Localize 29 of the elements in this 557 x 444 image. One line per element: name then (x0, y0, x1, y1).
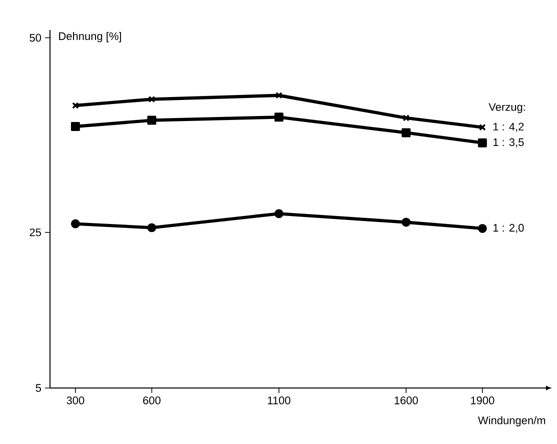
point (478, 224, 487, 233)
y-tick-label: 5 (36, 384, 42, 392)
point (478, 124, 486, 131)
point (274, 209, 284, 218)
legend-title: Verzug: (488, 103, 525, 114)
series-label: 1 : 4,2 (493, 122, 524, 132)
point (402, 128, 411, 138)
point (402, 114, 410, 122)
point (148, 96, 156, 103)
point (70, 122, 80, 131)
point (274, 112, 284, 122)
y-tick-label: 25 (30, 228, 42, 236)
x-tick-label: 1900 (471, 396, 494, 404)
x-tick-label: 600 (143, 396, 160, 404)
point (72, 102, 79, 109)
x-tick-label: 1600 (394, 396, 418, 404)
y-tick-label: 50 (30, 34, 42, 42)
x-tick-label: 300 (66, 396, 84, 404)
point (402, 218, 411, 227)
y-axis-title: Dehnung [%] (59, 32, 121, 42)
point (70, 219, 80, 228)
x-axis-title: Windungen/m (478, 416, 546, 426)
point (478, 138, 487, 148)
point (147, 223, 156, 232)
point (147, 116, 156, 125)
series-label: 1 : 3,5 (493, 138, 524, 148)
series-label: 1 : 2,0 (493, 224, 524, 233)
point (275, 92, 282, 99)
x-tick-label: 1100 (268, 396, 290, 404)
